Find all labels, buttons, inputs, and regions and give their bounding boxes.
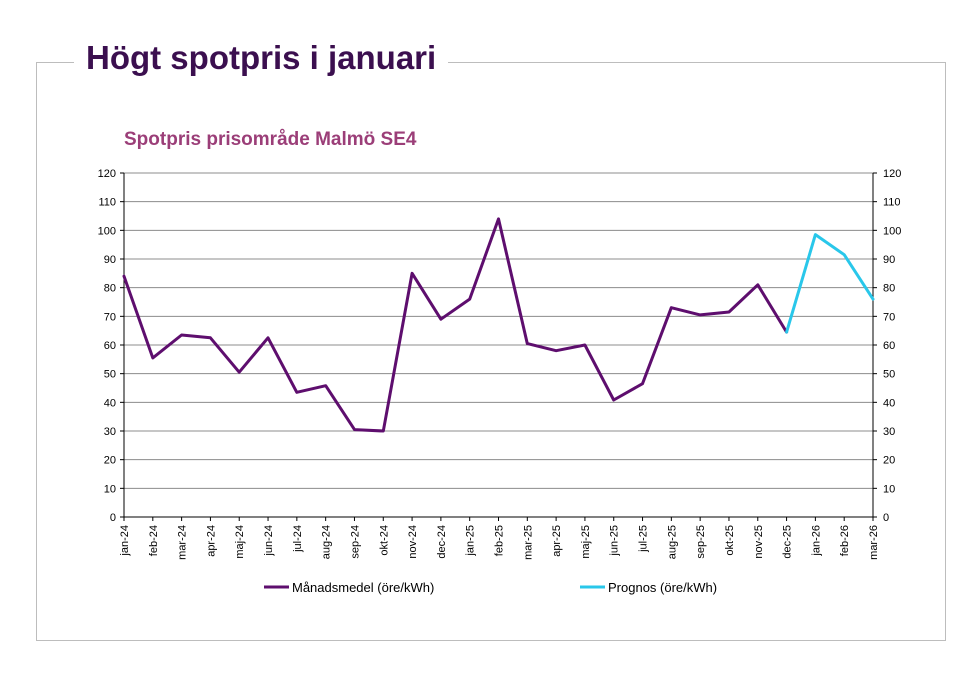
- x-tick-label: jan-24: [119, 525, 131, 557]
- x-tick-label: mar-25: [522, 525, 534, 560]
- x-tick-label: apr-24: [205, 525, 217, 557]
- x-tick-label: nov-25: [753, 525, 765, 559]
- x-tick-label: apr-25: [551, 525, 563, 557]
- y-axis-right: 0 10 20 30 40 50 60 70 80 90 100 110 120: [872, 168, 901, 524]
- x-tick-label: maj-25: [580, 525, 592, 559]
- x-tick-label: feb-26: [839, 525, 851, 556]
- y-tick-label-right: 60: [883, 340, 895, 352]
- y-tick-label-right: 40: [883, 397, 895, 409]
- y-axis-left: 0 10 20 30 40 50 60 70 80 90 100 110 120: [98, 168, 125, 524]
- y-tick-label: 20: [104, 455, 116, 467]
- x-tick-label: sep-24: [349, 525, 361, 559]
- y-tick-label: 100: [98, 225, 116, 237]
- y-tick-label-right: 110: [883, 197, 901, 209]
- x-tick-label: sep-25: [695, 525, 707, 559]
- legend-label: Månadsmedel (öre/kWh): [292, 580, 434, 595]
- chart-title: Spotpris prisområde Malmö SE4: [124, 129, 417, 150]
- x-tick-label: okt-24: [378, 525, 390, 556]
- x-tick-label: dec-25: [782, 525, 794, 559]
- y-tick-label-right: 100: [883, 225, 901, 237]
- x-tick-label: nov-24: [407, 525, 419, 559]
- series-line-monthly: [122, 217, 789, 433]
- x-tick-label: jun-24: [263, 525, 275, 557]
- y-tick-label: 120: [98, 168, 116, 180]
- y-tick-label: 40: [104, 397, 116, 409]
- x-tick-label: jul-25: [638, 525, 650, 553]
- y-tick-label-right: 10: [883, 483, 895, 495]
- y-tick-label-right: 20: [883, 455, 895, 467]
- y-tick-label: 50: [104, 369, 116, 381]
- x-tick-label: jan-26: [810, 525, 822, 557]
- x-tick-label: aug-25: [666, 525, 678, 559]
- x-tick-label: feb-25: [494, 525, 506, 556]
- x-tick-label: jul-24: [292, 525, 304, 553]
- y-tick-label: 110: [98, 197, 116, 209]
- page-title: Högt spotpris i januari: [74, 38, 449, 78]
- y-tick-label: 60: [104, 340, 116, 352]
- series-lines: [122, 217, 875, 433]
- y-tick-label-right: 120: [883, 168, 901, 180]
- x-tick-label: aug-24: [321, 525, 333, 559]
- legend-label: Prognos (öre/kWh): [608, 580, 717, 595]
- y-tick-label: 80: [104, 283, 116, 295]
- x-axis: jan-24 feb-24 mar-24 apr-24 maj-24 jun-24 jul-…: [119, 516, 880, 560]
- y-tick-label: 10: [104, 483, 116, 495]
- series-line-forecast: [785, 233, 875, 334]
- y-tick-label: 70: [104, 311, 116, 323]
- x-tick-label: jan-25: [465, 525, 477, 557]
- x-tick-label: dec-24: [436, 525, 448, 559]
- x-tick-label: mar-26: [868, 525, 880, 560]
- x-tick-label: jun-25: [609, 525, 621, 557]
- x-tick-label: mar-24: [177, 525, 189, 560]
- y-tick-label: 30: [104, 426, 116, 438]
- x-tick-label: feb-24: [148, 525, 160, 556]
- y-tick-label-right: 80: [883, 283, 895, 295]
- y-tick-label-right: 90: [883, 254, 895, 266]
- y-tick-label-right: 70: [883, 311, 895, 323]
- chart-frame: [36, 62, 946, 641]
- y-tick-label: 90: [104, 254, 116, 266]
- legend: Månadsmedel (öre/kWh) Prognos (öre/kWh): [264, 580, 717, 595]
- y-tick-label-right: 30: [883, 426, 895, 438]
- y-tick-label-right: 50: [883, 369, 895, 381]
- gridlines: [124, 172, 873, 518]
- x-tick-label: maj-24: [234, 525, 246, 559]
- x-tick-label: okt-25: [724, 525, 736, 556]
- y-tick-label-right: 0: [883, 512, 889, 524]
- y-tick-label: 0: [110, 512, 116, 524]
